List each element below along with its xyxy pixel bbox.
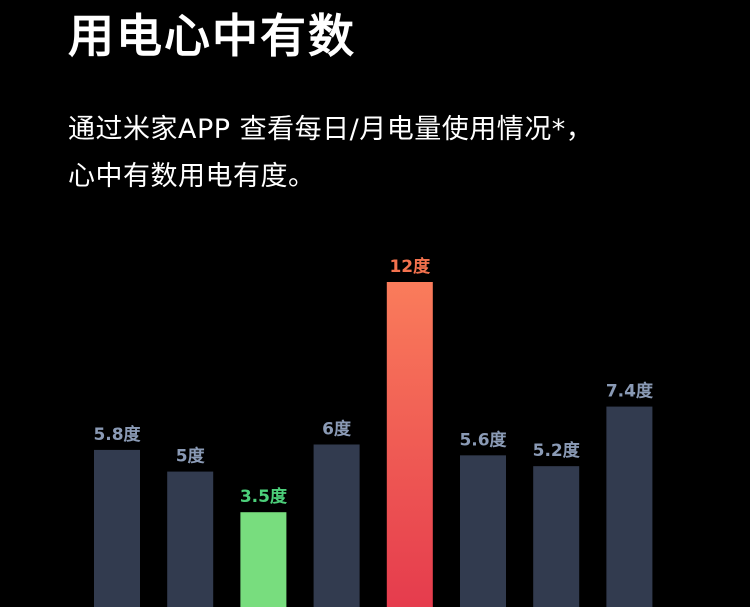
bar-value-label-2: 5度 <box>176 446 206 467</box>
bar-2 <box>167 471 214 607</box>
description: 通过米家APP 查看每日/月电量使用情况*， 心中有数用电有度。 <box>68 106 593 200</box>
bar-value-label-5: 12度 <box>389 256 431 277</box>
bar-6 <box>460 455 506 607</box>
bar-value-label-6: 5.6度 <box>459 429 507 450</box>
bar-value-label-4: 6度 <box>322 419 352 440</box>
description-line-2: 心中有数用电有度。 <box>68 161 316 192</box>
max-bar-5 <box>386 282 433 607</box>
bar-8 <box>606 406 653 607</box>
bar-value-label-3: 3.5度 <box>240 486 288 507</box>
bar-1 <box>94 449 140 607</box>
bar-4 <box>313 444 360 607</box>
bar-value-label-7: 5.2度 <box>533 440 581 461</box>
bar-7 <box>533 466 580 607</box>
bar-value-label-1: 5.8度 <box>93 424 141 445</box>
description-line-1: 通过米家APP 查看每日/月电量使用情况*， <box>68 114 594 145</box>
min-bar-3 <box>240 512 287 607</box>
page-title: 用电心中有数 <box>68 9 356 63</box>
bar-value-label-8: 7.4度 <box>606 381 654 402</box>
